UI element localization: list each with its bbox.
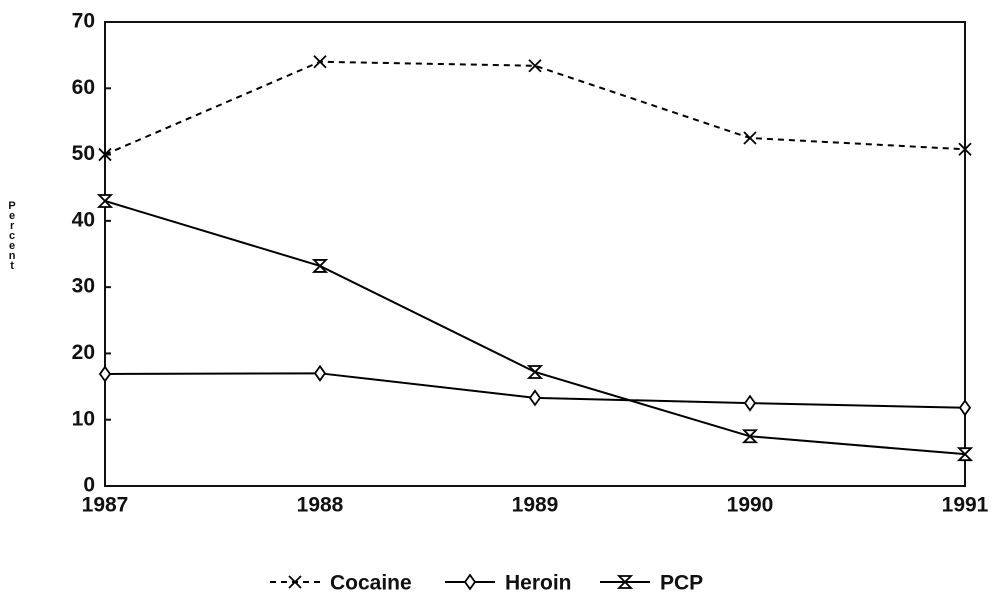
y-tick-label: 30 [72,275,95,298]
point-marker [741,429,759,444]
legend-marker [463,573,477,591]
legend-marker [288,575,302,589]
point-marker [956,447,974,462]
series-line [104,60,966,156]
x-tick-label: 1988 [297,494,344,517]
legend-marker [616,575,634,589]
x-tick-label: 1987 [82,494,129,517]
y-tick-label: 20 [72,341,95,364]
y-tick-label: 70 [72,10,95,33]
point-marker [98,147,112,162]
x-tick-label: 1991 [942,494,989,517]
point-marker [958,399,972,417]
y-tick-label: 50 [72,142,95,165]
point-marker [526,365,544,379]
plot-frame [104,21,966,487]
point-marker [528,389,542,407]
point-marker [313,364,327,382]
point-marker [958,142,972,156]
point-marker [96,194,114,208]
legend-label: Cocaine [330,572,412,595]
y-tick-label: 40 [72,208,95,231]
y-tick-label: 0 [83,474,95,497]
point-marker [528,59,542,73]
series-line [104,200,966,456]
point-marker [311,259,329,273]
point-marker [313,55,327,69]
y-tick-label: 60 [72,76,95,99]
x-tick-label: 1990 [727,494,774,517]
y-tick-label: 10 [72,407,95,430]
x-tick-label: 1989 [512,494,559,517]
y-axis-label: Percent [6,200,18,270]
legend-label: Heroin [505,572,572,595]
legend-label: PCP [660,572,703,595]
point-marker [743,394,757,412]
point-marker [98,365,112,383]
point-marker [743,131,757,145]
